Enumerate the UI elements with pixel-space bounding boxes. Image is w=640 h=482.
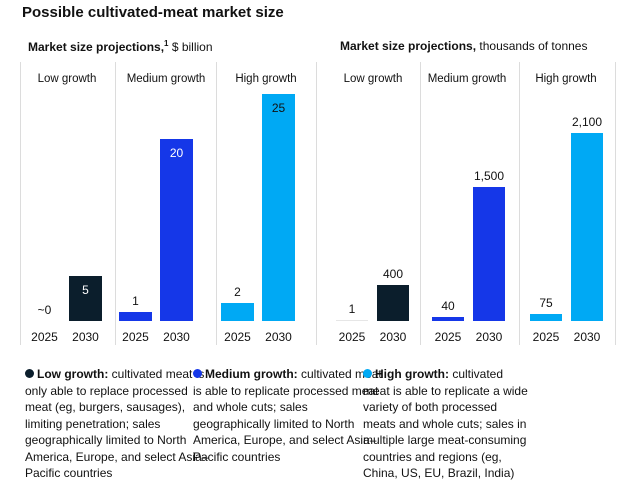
chart-title-volume: Market size projections, thousands of to…: [340, 39, 587, 53]
x-tick-label: 2025: [31, 330, 58, 344]
panel-divider: [216, 62, 217, 345]
x-tick-label: 2025: [338, 330, 366, 344]
bar-low-2030: [377, 285, 409, 321]
x-tick-label: 2030: [163, 330, 190, 344]
legend-item-low: Low growth: cultivated meat is only able…: [25, 366, 215, 482]
legend-label: Medium growth:: [205, 367, 298, 381]
group-label-high: High growth: [235, 73, 297, 85]
chart-title-unit: thousands of tonnes: [476, 39, 588, 53]
bar-medium-2030: [160, 139, 193, 321]
data-label: 5: [82, 282, 89, 297]
panel-divider: [20, 62, 21, 345]
bar-low-2025: [336, 320, 368, 321]
data-label: 1,500: [473, 168, 505, 183]
legend-text: cultivated meat is able to replicate a w…: [363, 367, 528, 480]
data-label: 2,100: [571, 115, 603, 129]
x-tick-label: 2030: [265, 330, 292, 344]
bar-medium-2030: [473, 186, 505, 321]
panel-divider: [519, 62, 520, 345]
panel-divider: [420, 62, 421, 345]
bar-high-2030: [262, 94, 295, 321]
x-tick-label: 2025: [434, 330, 462, 344]
x-tick-label: 2025: [122, 330, 149, 344]
data-label: 1: [348, 302, 356, 316]
x-tick-label: 2030: [475, 330, 503, 344]
chart-title-bold: Market size projections,: [340, 39, 477, 53]
data-label: 400: [382, 267, 404, 282]
x-tick-label: 2025: [224, 330, 251, 344]
data-label: 2: [234, 284, 241, 299]
legend-item-high: High growth: cultivated meat is able to …: [363, 366, 533, 482]
bar-medium-2025: [119, 311, 152, 321]
legend-dot-icon: [193, 369, 202, 378]
legend-label: High growth:: [375, 367, 449, 381]
bar-medium-2025: [432, 317, 464, 321]
chart-title-value: Market size projections,1 $ billion: [28, 39, 213, 54]
legend-text: cultivated meat is able to replicate pro…: [193, 367, 382, 464]
panel-divider: [615, 62, 616, 345]
data-label: 25: [271, 101, 286, 115]
group-label-low: Low growth: [343, 73, 403, 85]
bar-high-2030: [571, 133, 603, 321]
legend-dot-icon: [363, 369, 372, 378]
group-label-medium: Medium growth: [427, 73, 507, 85]
data-label: 40: [441, 299, 455, 314]
legend-dot-icon: [25, 369, 34, 378]
legend-item-medium: Medium growth: cultivated meat is able t…: [193, 366, 383, 465]
bar-low-2030: [69, 275, 102, 321]
panel-divider: [115, 62, 116, 345]
panel-divider: [316, 62, 317, 345]
group-label-medium: Medium growth: [126, 73, 206, 85]
x-tick-label: 2030: [379, 330, 407, 344]
group-label-low: Low growth: [37, 73, 97, 85]
data-label: 20: [169, 146, 184, 161]
legend-label: Low growth:: [37, 367, 109, 381]
footnote-marker: 1: [164, 39, 169, 48]
data-label: ~0: [37, 303, 52, 317]
data-label: 75: [539, 296, 553, 311]
chart-title-unit: $ billion: [168, 40, 213, 54]
x-tick-label: 2030: [72, 330, 99, 344]
page-title: Possible cultivated-meat market size: [22, 4, 284, 21]
data-label: 1: [132, 293, 139, 308]
x-tick-label: 2025: [532, 330, 560, 344]
bar-high-2025: [530, 314, 562, 321]
group-label-high: High growth: [535, 73, 597, 85]
bar-high-2025: [221, 302, 254, 321]
x-tick-label: 2030: [573, 330, 601, 344]
chart-title-bold: Market size projections,: [28, 40, 165, 54]
legend-text: cultivated meat is only able to replace …: [25, 367, 209, 480]
